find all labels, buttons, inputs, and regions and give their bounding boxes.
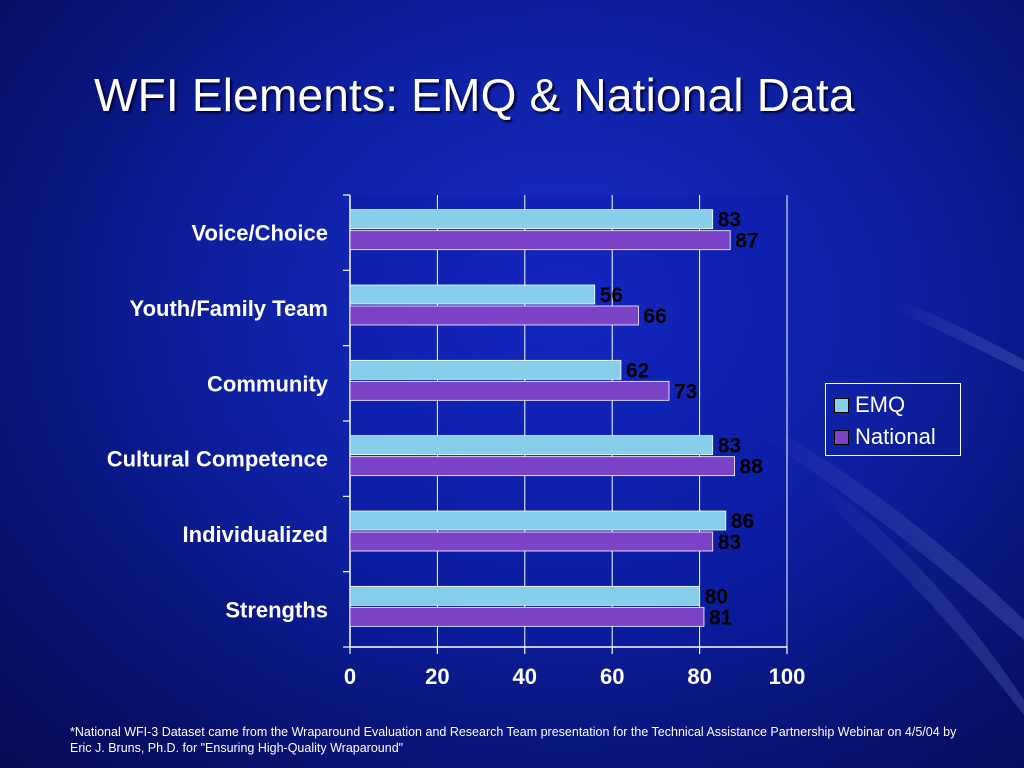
slide-title: WFI Elements: EMQ & National Data xyxy=(94,69,855,121)
bar-emq-4 xyxy=(349,510,727,531)
bar-emq-1 xyxy=(349,284,596,305)
legend-swatch-emq xyxy=(834,397,849,413)
legend-item-emq: EMQ xyxy=(834,392,905,418)
x-tick-label: 0 xyxy=(344,664,356,689)
value-label-national: 81 xyxy=(709,606,733,629)
value-label-national: 73 xyxy=(674,380,697,403)
value-label-emq: 86 xyxy=(731,510,754,533)
plot-area xyxy=(350,195,787,647)
value-label-emq: 80 xyxy=(705,585,728,608)
category-label: Youth/Family Team xyxy=(130,296,328,321)
category-label: Strengths xyxy=(225,597,328,622)
bar-emq-3 xyxy=(349,435,714,456)
value-label-national: 83 xyxy=(718,531,741,554)
legend-label-emq: EMQ xyxy=(855,392,906,417)
legend-swatch-national xyxy=(834,429,849,445)
bar-national-5 xyxy=(349,606,705,627)
value-label-national: 66 xyxy=(643,305,666,328)
category-label: Individualized xyxy=(183,522,328,547)
value-label-emq: 62 xyxy=(626,359,649,382)
bar-national-1 xyxy=(349,305,639,326)
bar-emq-0 xyxy=(349,209,714,230)
value-label-emq: 83 xyxy=(718,209,741,232)
footnote: *National WFI-3 Dataset came from the Wr… xyxy=(70,725,957,755)
bar-emq-2 xyxy=(349,359,622,380)
bar-national-3 xyxy=(349,456,735,477)
value-label-national: 87 xyxy=(735,230,758,253)
bar-emq-5 xyxy=(349,585,701,606)
x-tick-label: 20 xyxy=(425,664,449,689)
x-tick-label: 80 xyxy=(687,664,711,689)
decorative-light-streaks xyxy=(750,300,1024,715)
x-tick-label: 100 xyxy=(769,664,806,689)
value-label-national: 88 xyxy=(740,456,764,479)
x-tick-label: 40 xyxy=(513,664,537,689)
value-label-emq: 83 xyxy=(718,435,741,458)
value-label-emq: 56 xyxy=(600,284,623,307)
category-label: Cultural Competence xyxy=(107,447,328,472)
x-tick-label: 60 xyxy=(600,664,624,689)
bar-national-4 xyxy=(349,531,714,552)
bar-national-0 xyxy=(349,230,731,251)
category-label: Voice/Choice xyxy=(191,221,328,246)
category-label: Community xyxy=(207,371,329,396)
chart-legend: EMQ National xyxy=(825,383,961,456)
legend-item-national: National xyxy=(834,424,936,450)
bar-national-2 xyxy=(349,380,670,401)
legend-label-national: National xyxy=(855,424,936,449)
